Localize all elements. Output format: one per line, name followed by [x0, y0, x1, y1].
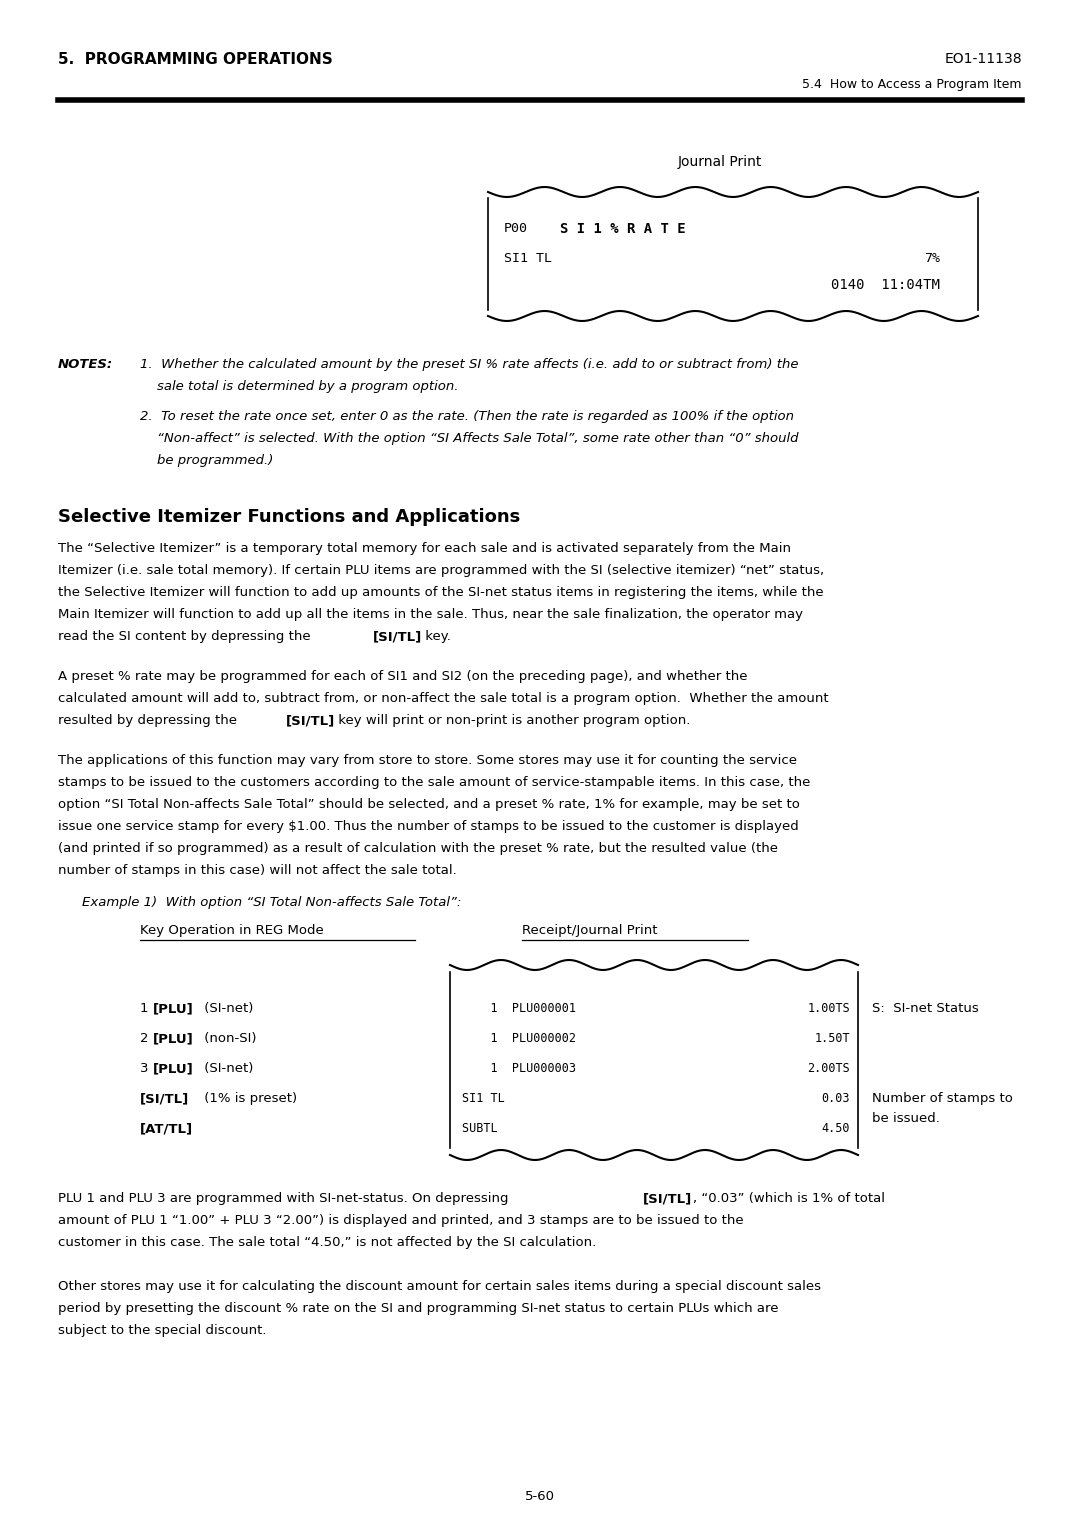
Text: 1.00TS: 1.00TS	[807, 1002, 850, 1015]
Text: 2: 2	[140, 1031, 152, 1045]
Text: PLU 1 and PLU 3 are programmed with SI-net-status. On depressing: PLU 1 and PLU 3 are programmed with SI-n…	[58, 1192, 513, 1206]
Text: Number of stamps to: Number of stamps to	[872, 1093, 1013, 1105]
Text: [SI/TL]: [SI/TL]	[643, 1192, 692, 1206]
Text: [AT/TL]: [AT/TL]	[140, 1122, 193, 1135]
Text: 2.00TS: 2.00TS	[807, 1062, 850, 1076]
Text: NOTES:: NOTES:	[58, 358, 113, 371]
Text: 5.  PROGRAMMING OPERATIONS: 5. PROGRAMMING OPERATIONS	[58, 52, 333, 67]
Text: customer in this case. The sale total “4.50,” is not affected by the SI calculat: customer in this case. The sale total “4…	[58, 1236, 596, 1248]
Text: (SI-net): (SI-net)	[200, 1062, 254, 1076]
Text: subject to the special discount.: subject to the special discount.	[58, 1323, 267, 1337]
Text: 1: 1	[140, 1002, 152, 1015]
Text: A preset % rate may be programmed for each of SI1 and SI2 (on the preceding page: A preset % rate may be programmed for ea…	[58, 669, 747, 683]
Text: 1  PLU000002: 1 PLU000002	[462, 1031, 576, 1045]
Text: Key Operation in REG Mode: Key Operation in REG Mode	[140, 924, 324, 937]
Text: 5.4  How to Access a Program Item: 5.4 How to Access a Program Item	[802, 78, 1022, 92]
Text: number of stamps in this case) will not affect the sale total.: number of stamps in this case) will not …	[58, 863, 457, 877]
Text: key will print or non-print is another program option.: key will print or non-print is another p…	[334, 714, 690, 727]
Text: (1% is preset): (1% is preset)	[200, 1093, 297, 1105]
Text: 0140  11:04TM: 0140 11:04TM	[832, 278, 940, 292]
Text: SI1 TL: SI1 TL	[462, 1093, 576, 1105]
Text: 1.50T: 1.50T	[814, 1031, 850, 1045]
Text: Main Itemizer will function to add up all the items in the sale. Thus, near the : Main Itemizer will function to add up al…	[58, 608, 804, 620]
Text: [SI/TL]: [SI/TL]	[286, 714, 335, 727]
Text: be programmed.): be programmed.)	[140, 454, 273, 468]
Text: EO1-11138: EO1-11138	[944, 52, 1022, 66]
Text: The applications of this function may vary from store to store. Some stores may : The applications of this function may va…	[58, 753, 797, 767]
Text: resulted by depressing the: resulted by depressing the	[58, 714, 241, 727]
Text: the Selective Itemizer will function to add up amounts of the SI-net status item: the Selective Itemizer will function to …	[58, 587, 824, 599]
Text: option “SI Total Non-affects Sale Total” should be selected, and a preset % rate: option “SI Total Non-affects Sale Total”…	[58, 798, 800, 811]
Text: SI1 TL: SI1 TL	[504, 252, 552, 264]
Text: 3: 3	[140, 1062, 152, 1076]
Text: S I 1 % R A T E: S I 1 % R A T E	[561, 222, 686, 235]
Text: (SI-net): (SI-net)	[200, 1002, 254, 1015]
Text: [SI/TL]: [SI/TL]	[373, 630, 422, 643]
Text: (non-SI): (non-SI)	[200, 1031, 257, 1045]
Text: S:  SI-net Status: S: SI-net Status	[872, 1002, 978, 1015]
Text: 0.03: 0.03	[822, 1093, 850, 1105]
Text: Other stores may use it for calculating the discount amount for certain sales it: Other stores may use it for calculating …	[58, 1280, 821, 1293]
Text: 4.50: 4.50	[822, 1122, 850, 1135]
Text: “Non-affect” is selected. With the option “SI Affects Sale Total”, some rate oth: “Non-affect” is selected. With the optio…	[140, 432, 798, 445]
Text: amount of PLU 1 “1.00” + PLU 3 “2.00”) is displayed and printed, and 3 stamps ar: amount of PLU 1 “1.00” + PLU 3 “2.00”) i…	[58, 1215, 744, 1227]
Text: be issued.: be issued.	[872, 1112, 940, 1125]
Text: 1  PLU000003: 1 PLU000003	[462, 1062, 576, 1076]
Text: 5-60: 5-60	[525, 1490, 555, 1504]
Text: issue one service stamp for every $1.00. Thus the number of stamps to be issued : issue one service stamp for every $1.00.…	[58, 821, 799, 833]
Text: [PLU]: [PLU]	[153, 1062, 193, 1076]
Text: (and printed if so programmed) as a result of calculation with the preset % rate: (and printed if so programmed) as a resu…	[58, 842, 778, 856]
Text: sale total is determined by a program option.: sale total is determined by a program op…	[140, 380, 459, 393]
Text: 1  PLU000001: 1 PLU000001	[462, 1002, 576, 1015]
Text: Receipt/Journal Print: Receipt/Journal Print	[522, 924, 658, 937]
Text: [SI/TL]: [SI/TL]	[140, 1093, 189, 1105]
Text: SUBTL: SUBTL	[462, 1122, 576, 1135]
Text: stamps to be issued to the customers according to the sale amount of service-sta: stamps to be issued to the customers acc…	[58, 776, 810, 788]
Text: , “0.03” (which is 1% of total: , “0.03” (which is 1% of total	[693, 1192, 885, 1206]
Text: Journal Print: Journal Print	[678, 154, 762, 170]
Text: [PLU]: [PLU]	[153, 1002, 193, 1015]
Text: period by presetting the discount % rate on the SI and programming SI-net status: period by presetting the discount % rate…	[58, 1302, 779, 1316]
Text: 1.  Whether the calculated amount by the preset SI % rate affects (i.e. add to o: 1. Whether the calculated amount by the …	[140, 358, 798, 371]
Text: read the SI content by depressing the: read the SI content by depressing the	[58, 630, 315, 643]
Text: 7%: 7%	[924, 252, 940, 264]
Text: Example 1)  With option “SI Total Non-affects Sale Total”:: Example 1) With option “SI Total Non-aff…	[82, 895, 461, 909]
Text: Itemizer (i.e. sale total memory). If certain PLU items are programmed with the : Itemizer (i.e. sale total memory). If ce…	[58, 564, 824, 578]
Text: The “Selective Itemizer” is a temporary total memory for each sale and is activa: The “Selective Itemizer” is a temporary …	[58, 542, 791, 555]
Text: P00: P00	[504, 222, 528, 235]
Text: Selective Itemizer Functions and Applications: Selective Itemizer Functions and Applica…	[58, 507, 521, 526]
Text: calculated amount will add to, subtract from, or non-affect the sale total is a : calculated amount will add to, subtract …	[58, 692, 828, 704]
Text: [PLU]: [PLU]	[153, 1031, 193, 1045]
Text: key.: key.	[421, 630, 450, 643]
Text: 2.  To reset the rate once set, enter 0 as the rate. (Then the rate is regarded : 2. To reset the rate once set, enter 0 a…	[140, 410, 794, 423]
